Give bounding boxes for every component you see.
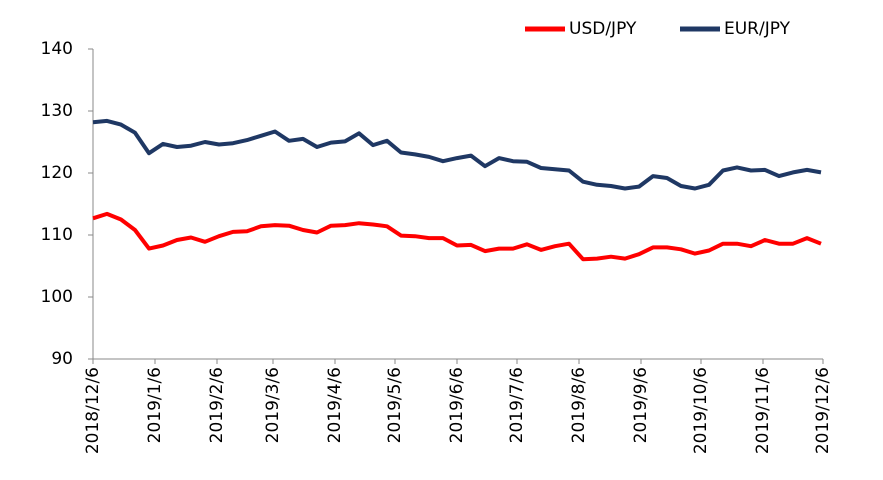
x-tick-label: 2019/5/6 <box>385 367 405 443</box>
y-tick-label: 140 <box>41 39 73 59</box>
series-line <box>92 118 822 191</box>
y-tick-label: 90 <box>51 349 73 369</box>
x-tick-label: 2018/12/6 <box>83 367 103 454</box>
x-tick-label: 2019/12/6 <box>813 367 833 454</box>
x-tick-label: 2019/10/6 <box>691 367 711 454</box>
x-tick-label: 2019/8/6 <box>569 367 589 443</box>
legend-label: USD/JPY <box>569 19 637 39</box>
x-tick-label: 2019/11/6 <box>753 367 773 454</box>
series-line <box>92 211 822 262</box>
y-tick-label: 120 <box>41 163 73 183</box>
y-tick-label: 130 <box>41 101 73 121</box>
y-tick-label: 110 <box>41 225 73 245</box>
x-tick-label: 2019/2/6 <box>207 367 227 443</box>
y-tick-label: 100 <box>41 287 73 307</box>
x-tick-label: 2019/7/6 <box>507 367 527 443</box>
x-tick-label: 2019/3/6 <box>263 367 283 443</box>
x-tick-label: 2019/9/6 <box>631 367 651 443</box>
x-tick-label: 2019/4/6 <box>325 367 345 443</box>
x-tick-label: 2019/1/6 <box>145 367 165 443</box>
legend-label: EUR/JPY <box>724 19 791 39</box>
x-tick-label: 2019/6/6 <box>447 367 467 443</box>
